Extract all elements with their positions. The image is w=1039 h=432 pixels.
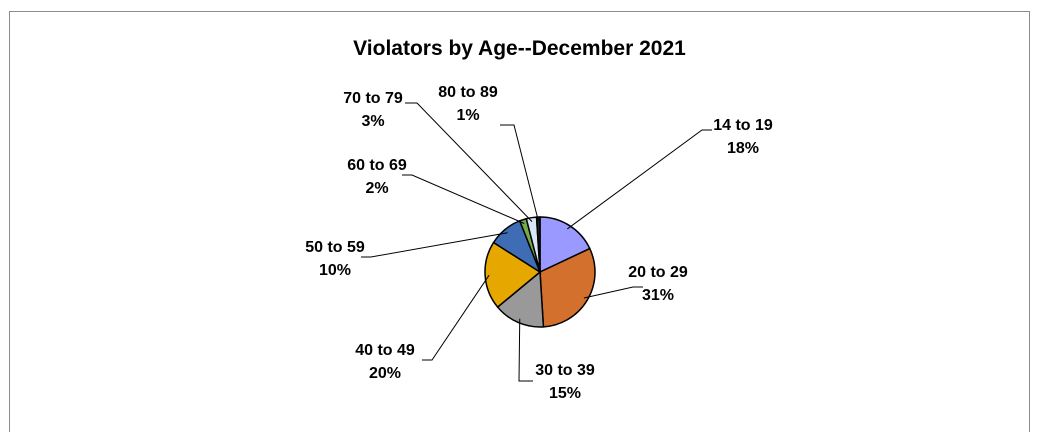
- slice-percent-label: 15%: [549, 385, 581, 402]
- leader-line-80-to-89: [500, 124, 539, 222]
- leader-line-50-to-59: [361, 232, 508, 258]
- slice-category-label: 60 to 69: [347, 157, 407, 174]
- slice-category-label: 20 to 29: [628, 264, 688, 281]
- slice-percent-label: 2%: [365, 180, 388, 197]
- pie-slice-14-to-19: [539, 216, 591, 274]
- slice-category-label: 14 to 19: [713, 117, 773, 134]
- slice-category-label: 40 to 49: [355, 342, 415, 359]
- leader-line-30-to-39: [518, 318, 533, 382]
- leader-line-60-to-69: [402, 174, 525, 224]
- leader-line-20-to-29: [583, 286, 643, 299]
- leader-line-70-to-79: [405, 102, 533, 222]
- pie-slices: [484, 216, 596, 328]
- pie-slice-40-to-49: [484, 241, 542, 309]
- pie-slice-20-to-29: [539, 247, 596, 328]
- leader-line-40-to-49: [422, 274, 490, 361]
- slice-percent-label: 20%: [369, 365, 401, 382]
- slice-percent-label: 18%: [727, 140, 759, 157]
- pie-slice-30-to-39: [496, 270, 545, 328]
- slice-percent-label: 1%: [456, 107, 479, 124]
- slice-category-label: 80 to 89: [438, 84, 498, 101]
- chart-title: Violators by Age--December 2021: [353, 37, 686, 60]
- leader-lines: [361, 102, 712, 382]
- slice-category-label: 30 to 39: [535, 362, 595, 379]
- pie-slice-80-to-89: [535, 216, 541, 273]
- slice-labels: 14 to 19 18% 20 to 29 31% 30 to 39 15% 40 to 4…: [305, 84, 773, 402]
- slice-percent-label: 3%: [361, 113, 384, 130]
- slice-category-label: 70 to 79: [343, 90, 403, 107]
- slice-percent-label: 31%: [642, 287, 674, 304]
- slice-category-label: 50 to 59: [305, 239, 365, 256]
- slice-percent-label: 10%: [319, 262, 351, 279]
- leader-line-14-to-19: [567, 129, 712, 230]
